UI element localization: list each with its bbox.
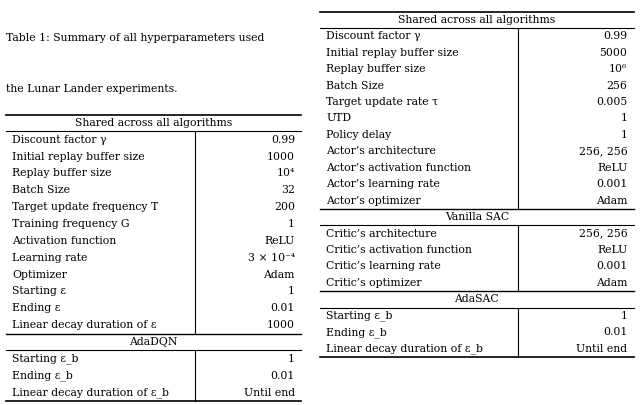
Text: 256: 256	[607, 81, 627, 91]
Text: 256, 256: 256, 256	[579, 146, 627, 156]
Text: Training frequency G: Training frequency G	[12, 219, 130, 229]
Text: 0.001: 0.001	[596, 262, 627, 271]
Text: Batch Size: Batch Size	[12, 185, 70, 195]
Text: Discount factor γ: Discount factor γ	[326, 31, 420, 41]
Text: 0.99: 0.99	[604, 31, 627, 41]
Text: Learning rate: Learning rate	[12, 253, 88, 263]
Text: Optimizer: Optimizer	[12, 270, 67, 279]
Text: 10⁶: 10⁶	[609, 64, 627, 74]
Text: Target update frequency T: Target update frequency T	[12, 202, 159, 212]
Text: 0.01: 0.01	[271, 371, 295, 381]
Text: 1: 1	[288, 219, 295, 229]
Text: AdaDQN: AdaDQN	[129, 337, 178, 347]
Text: 0.01: 0.01	[271, 303, 295, 313]
Text: Actor’s activation function: Actor’s activation function	[326, 163, 471, 173]
Text: Vanilla SAC: Vanilla SAC	[445, 212, 509, 222]
Text: Linear decay duration of ε_b: Linear decay duration of ε_b	[326, 343, 483, 354]
Text: 1: 1	[288, 286, 295, 296]
Text: Target update rate τ: Target update rate τ	[326, 97, 438, 107]
Text: 0.001: 0.001	[596, 179, 627, 189]
Text: Initial replay buffer size: Initial replay buffer size	[12, 151, 145, 162]
Text: Linear decay duration of ε_b: Linear decay duration of ε_b	[12, 387, 170, 398]
Text: Adam: Adam	[264, 270, 295, 279]
Text: 0.01: 0.01	[603, 327, 627, 337]
Text: Replay buffer size: Replay buffer size	[326, 64, 426, 74]
Text: 1: 1	[620, 113, 627, 124]
Text: Actor’s architecture: Actor’s architecture	[326, 146, 436, 156]
Text: 5000: 5000	[600, 48, 627, 58]
Text: Critic’s learning rate: Critic’s learning rate	[326, 262, 441, 271]
Text: 1: 1	[620, 311, 627, 321]
Text: ReLU: ReLU	[265, 236, 295, 246]
Text: Starting ε_b: Starting ε_b	[326, 311, 393, 321]
Text: Starting ε: Starting ε	[12, 286, 67, 296]
Text: Ending ε: Ending ε	[12, 303, 61, 313]
Text: 0.99: 0.99	[271, 135, 295, 145]
Text: AdaSAC: AdaSAC	[454, 294, 499, 305]
Text: ReLU: ReLU	[597, 245, 627, 255]
Text: 0.005: 0.005	[596, 97, 627, 107]
Text: Critic’s activation function: Critic’s activation function	[326, 245, 472, 255]
Text: Activation function: Activation function	[12, 236, 116, 246]
Text: Batch Size: Batch Size	[326, 81, 384, 91]
Text: Ending ε_b: Ending ε_b	[12, 371, 73, 381]
Text: Adam: Adam	[596, 196, 627, 206]
Text: Initial replay buffer size: Initial replay buffer size	[326, 48, 459, 58]
Text: Shared across all algorithms: Shared across all algorithms	[75, 118, 232, 128]
Text: 200: 200	[274, 202, 295, 212]
Text: Discount factor γ: Discount factor γ	[12, 135, 107, 145]
Text: the Lunar Lander experiments.: the Lunar Lander experiments.	[6, 84, 178, 94]
Text: Starting ε_b: Starting ε_b	[12, 354, 79, 364]
Text: Table 1: Summary of all hyperparameters used: Table 1: Summary of all hyperparameters …	[6, 33, 265, 43]
Text: Critic’s architecture: Critic’s architecture	[326, 228, 437, 239]
Text: UTD: UTD	[326, 113, 351, 124]
Text: 32: 32	[281, 185, 295, 195]
Text: Policy delay: Policy delay	[326, 130, 392, 140]
Text: Shared across all algorithms: Shared across all algorithms	[398, 15, 556, 25]
Text: Adam: Adam	[596, 278, 627, 288]
Text: Until end: Until end	[576, 344, 627, 354]
Text: 10⁴: 10⁴	[276, 168, 295, 179]
Text: 1: 1	[288, 354, 295, 364]
Text: Actor’s optimizer: Actor’s optimizer	[326, 196, 421, 206]
Text: Ending ε_b: Ending ε_b	[326, 327, 387, 338]
Text: Replay buffer size: Replay buffer size	[12, 168, 112, 179]
Text: Actor’s learning rate: Actor’s learning rate	[326, 179, 440, 189]
Text: 1: 1	[620, 130, 627, 140]
Text: ReLU: ReLU	[597, 163, 627, 173]
Text: Critic’s optimizer: Critic’s optimizer	[326, 278, 422, 288]
Text: 256, 256: 256, 256	[579, 228, 627, 239]
Text: 3 × 10⁻⁴: 3 × 10⁻⁴	[248, 253, 295, 263]
Text: Linear decay duration of ε: Linear decay duration of ε	[12, 320, 157, 330]
Text: 1000: 1000	[267, 151, 295, 162]
Text: 1000: 1000	[267, 320, 295, 330]
Text: Until end: Until end	[244, 388, 295, 398]
